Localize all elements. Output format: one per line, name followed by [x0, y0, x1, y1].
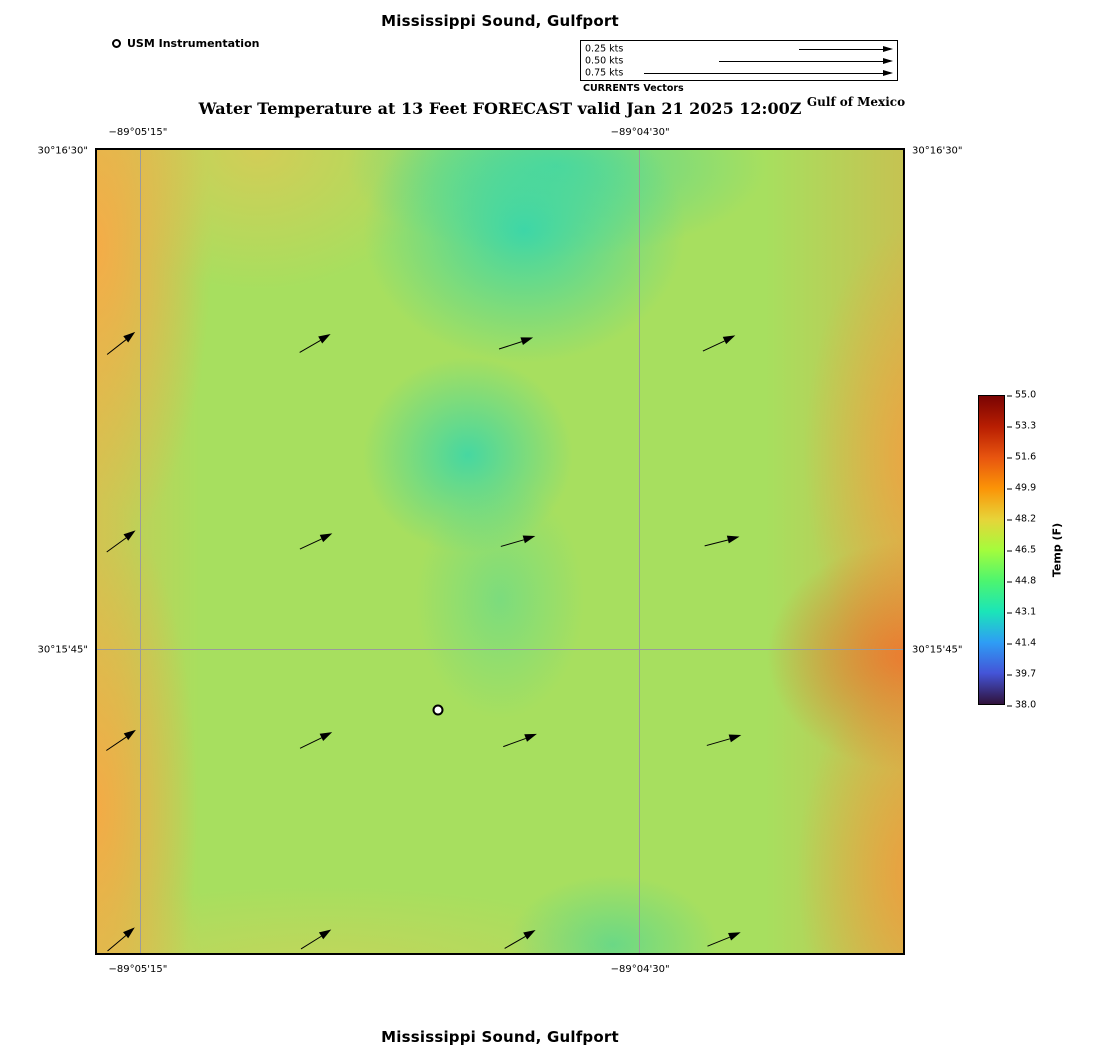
axis-tick-label: 30°15'45"	[37, 644, 88, 656]
vector-legend-arrow-line	[719, 61, 884, 62]
station-legend-label: USM Instrumentation	[127, 37, 260, 50]
temperature-field	[97, 150, 903, 953]
axis-tick-label: 30°16'30"	[37, 145, 88, 157]
map-plot	[95, 148, 905, 955]
colorbar-tick-label: 44.8	[1006, 575, 1037, 587]
gridline-vertical	[139, 150, 141, 953]
station-marker-icon	[112, 39, 121, 48]
vector-scale-legend: 0.25 kts 0.50 kts 0.75 kts	[580, 40, 898, 81]
axis-tick-label: −89°05'15"	[108, 127, 168, 138]
vector-legend-arrow-head-icon	[883, 46, 893, 52]
vector-legend-entry-label: 0.75 kts	[585, 67, 624, 79]
axis-tick-label: −89°04'30"	[610, 127, 670, 138]
vector-legend-entry-label: 0.25 kts	[585, 43, 624, 55]
colorbar-tick-label: 55.0	[1006, 389, 1037, 401]
axis-tick-label: −89°05'15"	[108, 964, 168, 975]
colorbar-axis-label: Temp (F)	[1050, 522, 1064, 578]
chart-title-bottom: Mississippi Sound, Gulfport	[381, 1028, 619, 1046]
gridline-horizontal	[97, 649, 903, 651]
axis-tick-label: 30°16'30"	[912, 145, 963, 157]
colorbar-tick-label: 51.6	[1006, 451, 1037, 463]
colorbar-tick-label: 48.2	[1006, 513, 1037, 525]
vector-legend-row: 0.50 kts	[581, 55, 897, 67]
colorbar-gradient	[978, 395, 1005, 705]
vector-legend-arrow-head-icon	[883, 58, 893, 64]
vector-legend-arrow-line	[799, 49, 884, 50]
colorbar-tick-label: 38.0	[1006, 699, 1037, 711]
map-wrapper: −89°05'15" −89°04'30" −89°05'15" −89°04'30"…	[37, 127, 962, 975]
colorbar-tick-label: 46.5	[1006, 544, 1037, 556]
colorbar: Temp (F) 55.0 53.3 51.6 49.9 48.2 46.5 44.8 43.…	[978, 390, 1064, 711]
axis-tick-label: −89°04'30"	[610, 964, 670, 975]
colorbar-tick-label: 43.1	[1006, 606, 1037, 618]
station-marker	[432, 704, 444, 716]
axis-tick-label: 30°15'45"	[912, 644, 963, 656]
colorbar-tick-label: 39.7	[1006, 668, 1037, 680]
vector-legend-entry-label: 0.50 kts	[585, 55, 624, 67]
colorbar-tick-label: 41.4	[1006, 637, 1037, 649]
chart-subtitle: Water Temperature at 13 Feet FORECAST va…	[198, 99, 802, 118]
vector-legend-arrow-line	[644, 73, 884, 74]
gridline-vertical	[639, 150, 641, 953]
vector-legend-row: 0.25 kts	[581, 43, 897, 55]
chart-title-top: Mississippi Sound, Gulfport	[381, 12, 619, 30]
colorbar-tick-label: 49.9	[1006, 482, 1037, 494]
colorbar-tick-label: 53.3	[1006, 420, 1037, 432]
vector-legend-row: 0.75 kts	[581, 67, 897, 79]
station-legend: USM Instrumentation	[112, 37, 259, 50]
region-label: Gulf of Mexico	[806, 95, 906, 109]
vector-legend-arrow-head-icon	[883, 70, 893, 76]
currents-vectors-label: CURRENTS Vectors	[583, 83, 684, 94]
